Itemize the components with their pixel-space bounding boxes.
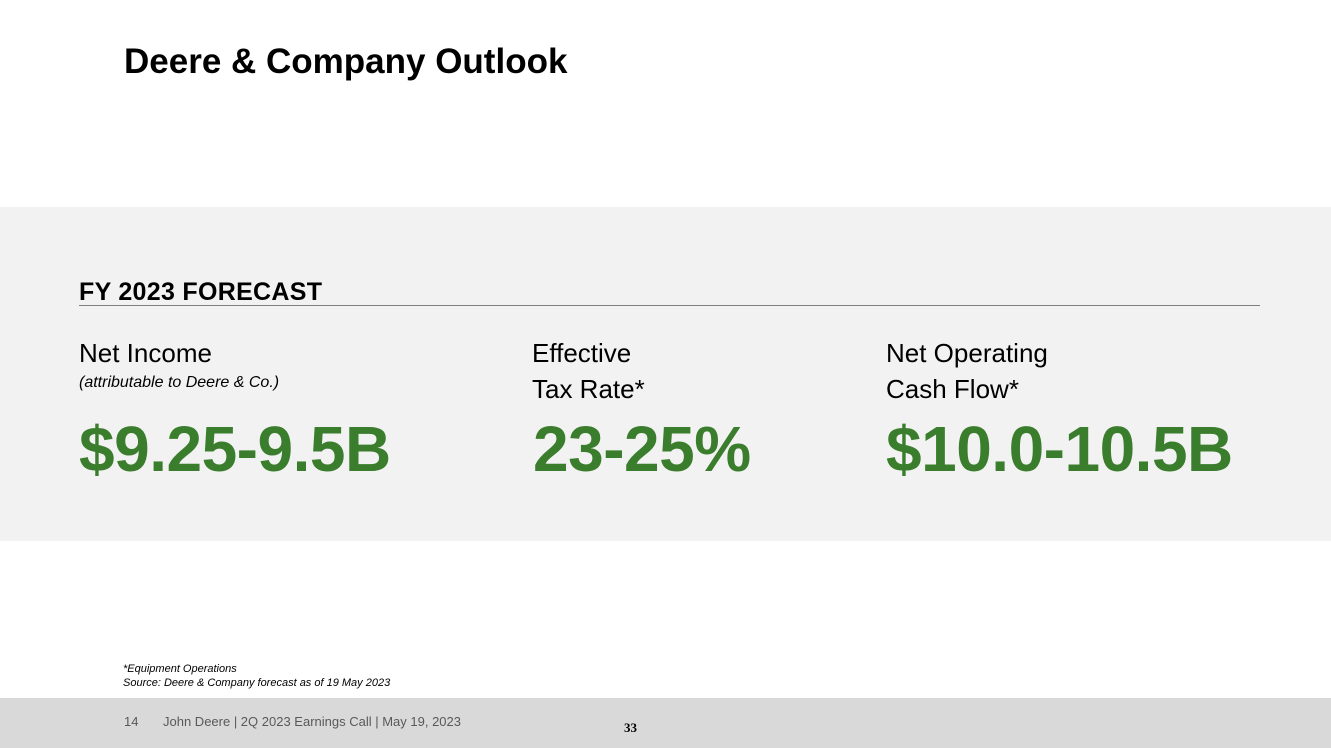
- metric-operating-cash-flow: Net Operating Cash Flow*: [886, 335, 1048, 407]
- metric-sublabel: (attributable to Deere & Co.): [79, 374, 280, 391]
- footnote: *Equipment Operations: [123, 663, 237, 675]
- metric-value-net-income: $9.25-9.5B: [79, 413, 391, 485]
- metric-value-tax-rate: 23-25%: [533, 413, 751, 485]
- metric-tax-rate: Effective Tax Rate*: [532, 335, 645, 407]
- metric-net-income: Net Income (attributable to Deere & Co.): [79, 335, 279, 395]
- metric-label: Net Operating: [886, 338, 1048, 368]
- footer-bar: [0, 698, 1331, 748]
- forecast-band: [0, 207, 1331, 541]
- metric-label-line2: Tax Rate*: [532, 374, 645, 404]
- page-number: 33: [624, 720, 637, 735]
- metric-value-operating-cash-flow: $10.0-10.5B: [886, 413, 1233, 485]
- heading-divider: [79, 305, 1260, 306]
- metric-label: Net Income: [79, 338, 212, 368]
- footer-text: John Deere | 2Q 2023 Earnings Call | May…: [163, 714, 461, 729]
- page-title: Deere & Company Outlook: [124, 42, 568, 81]
- forecast-heading: FY 2023 FORECAST: [79, 278, 323, 306]
- metric-label-line2: Cash Flow*: [886, 374, 1019, 404]
- footer-slide-number: 14: [124, 714, 139, 729]
- metric-label: Effective: [532, 338, 632, 368]
- source-note: Source: Deere & Company forecast as of 1…: [123, 677, 391, 689]
- footnotes: *Equipment Operations Source: Deere & Co…: [123, 662, 390, 690]
